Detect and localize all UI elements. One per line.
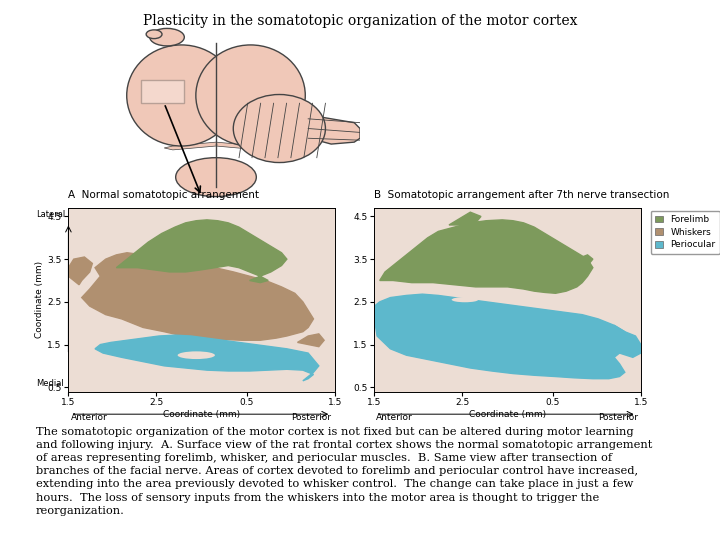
Ellipse shape	[233, 94, 325, 163]
Text: Plasticity in the somatotopic organization of the motor cortex: Plasticity in the somatotopic organizati…	[143, 14, 577, 28]
Text: Posterior: Posterior	[291, 413, 331, 422]
Polygon shape	[117, 220, 287, 282]
Legend: Forelimb, Whiskers, Periocular: Forelimb, Whiskers, Periocular	[651, 211, 720, 254]
Text: B  Somatotopic arrangement after 7th nerve transection: B Somatotopic arrangement after 7th nerv…	[374, 190, 670, 200]
Polygon shape	[374, 294, 630, 379]
Polygon shape	[609, 325, 641, 357]
Bar	[141, 80, 184, 103]
X-axis label: Coordinate (mm): Coordinate (mm)	[163, 410, 240, 419]
Text: The somatotopic organization of the motor cortex is not fixed but can be altered: The somatotopic organization of the moto…	[36, 427, 652, 516]
Ellipse shape	[451, 297, 478, 302]
Y-axis label: Coordinate (mm): Coordinate (mm)	[35, 261, 45, 338]
Ellipse shape	[150, 29, 184, 46]
Polygon shape	[95, 335, 319, 381]
Ellipse shape	[127, 45, 236, 146]
Text: A  Normal somatotopic arrangement: A Normal somatotopic arrangement	[68, 190, 259, 200]
Ellipse shape	[146, 30, 162, 39]
Polygon shape	[449, 212, 481, 225]
Polygon shape	[297, 334, 324, 347]
Polygon shape	[164, 142, 268, 150]
Text: Medial: Medial	[37, 379, 64, 388]
Text: Anterior: Anterior	[71, 413, 107, 422]
X-axis label: Coordinate (mm): Coordinate (mm)	[469, 410, 546, 419]
Polygon shape	[68, 257, 92, 285]
Polygon shape	[379, 220, 593, 293]
Text: Lateral: Lateral	[37, 210, 66, 219]
Ellipse shape	[176, 158, 256, 197]
Polygon shape	[82, 253, 313, 340]
Ellipse shape	[196, 45, 305, 146]
Text: Anterior: Anterior	[376, 413, 413, 422]
Polygon shape	[561, 255, 593, 276]
Polygon shape	[308, 115, 360, 144]
Ellipse shape	[178, 352, 215, 359]
Text: Posterior: Posterior	[598, 413, 638, 422]
